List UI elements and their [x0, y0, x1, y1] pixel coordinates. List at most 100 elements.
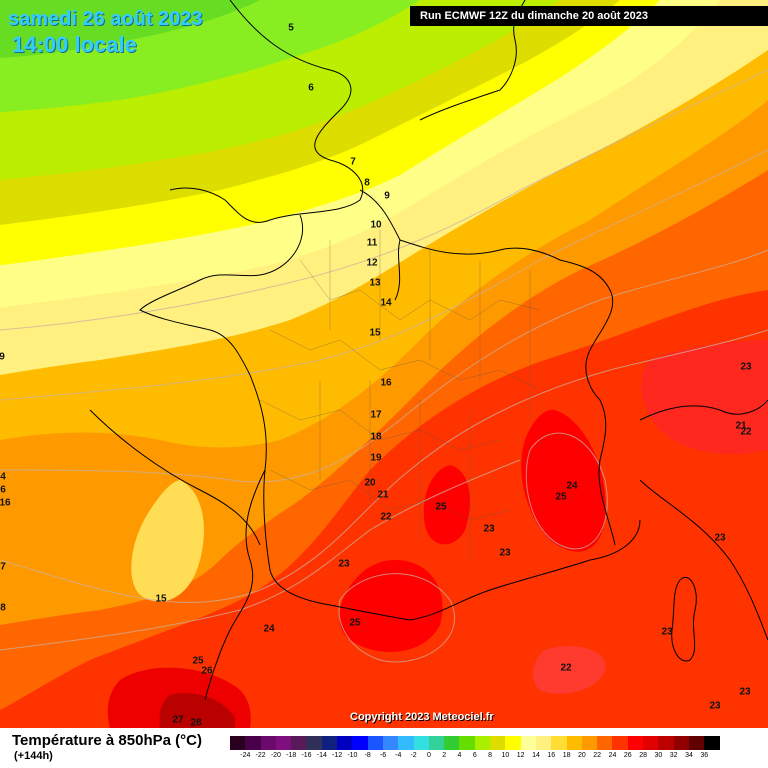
scale-swatch: [459, 736, 475, 750]
scale-tick: 14: [532, 752, 540, 759]
scale-tick: 4: [457, 752, 462, 759]
scale-swatch: [658, 736, 674, 750]
scale-swatch: [245, 736, 261, 750]
scale-tick: 20: [577, 752, 586, 759]
legend-bar: Température à 850hPa (°C) (+144h) -24 -22…: [0, 728, 768, 768]
isotherm-label: 22: [380, 511, 392, 523]
copyright-text: Copyright 2023 Meteociel.fr: [350, 711, 494, 723]
isotherm-label: 21: [735, 420, 747, 432]
scale-tick: 2: [442, 752, 447, 759]
isotherm-label: 25: [435, 501, 447, 513]
isotherm-label: 14: [380, 297, 392, 309]
temperature-map: [0, 0, 768, 728]
isotherm-label: 23: [739, 686, 751, 698]
scale-tick: -2: [410, 752, 417, 759]
isotherm-label: 25: [555, 491, 567, 503]
scale-tick: 18: [562, 752, 571, 759]
scale-tick: 6: [472, 752, 477, 759]
forecast-time: 14:00 locale: [12, 32, 137, 57]
isotherm-label: 9: [384, 190, 390, 202]
scale-swatch: [490, 736, 506, 750]
isotherm-label: 6: [0, 484, 6, 496]
scale-swatch: [612, 736, 628, 750]
scale-tick: 32: [669, 752, 678, 759]
scale-tick: -16: [301, 752, 312, 759]
scale-tick: 0: [426, 752, 431, 759]
scale-tick: 16: [547, 752, 556, 759]
map-svg: [0, 0, 768, 728]
scale-tick: 30: [654, 752, 663, 759]
isotherm-label: 23: [499, 547, 511, 559]
scale-tick: 12: [516, 752, 525, 759]
scale-tick: -20: [270, 752, 281, 759]
color-scale: [230, 736, 720, 750]
coastlines: [89, 0, 768, 701]
color-scale-ticks: -24 -22 -20 -18 -16 -14 -12 -10 -8 -6 -4 -2 0 2 4 6 8 10 1…: [230, 752, 708, 762]
scale-tick: 22: [593, 752, 602, 759]
isotherm-label: 7: [0, 561, 6, 573]
scale-swatch: [230, 736, 246, 750]
scale-tick: -8: [364, 752, 371, 759]
scale-swatch: [535, 736, 552, 750]
scale-swatch: [673, 736, 689, 750]
cool-pocket-med: [532, 646, 606, 694]
department-lines: [259, 230, 541, 560]
model-run-banner: Run ECMWF 12Z du dimanche 20 août 2023: [410, 6, 768, 26]
scale-tick: 34: [685, 752, 693, 759]
scale-tick: -24: [240, 752, 251, 759]
scale-tick: -14: [316, 752, 327, 759]
isotherm-label: 23: [714, 532, 726, 544]
scale-swatch: [260, 736, 276, 750]
isotherm-label: 16: [0, 497, 11, 509]
isotherm-label: 21: [377, 489, 389, 501]
scale-swatch: [352, 736, 368, 750]
scale-tick: 10: [501, 752, 510, 759]
isotherm-label: 5: [288, 22, 294, 34]
isotherm-label: 24: [263, 623, 275, 635]
scale-swatch: [367, 736, 383, 750]
scale-swatch: [643, 736, 659, 750]
scale-swatch: [581, 736, 598, 750]
forecast-date: samedi 26 août 2023: [8, 8, 203, 30]
isotherm-label: 22: [560, 662, 572, 674]
isotherm-label: 8: [0, 602, 6, 614]
isotherm-label: 22: [740, 426, 752, 438]
scale-tick: -6: [379, 752, 387, 759]
isotherm-label: 19: [370, 452, 382, 464]
isotherm-label: 10: [370, 219, 382, 231]
scale-swatch: [627, 736, 644, 750]
scale-tick: 24: [608, 752, 617, 759]
isotherm-label: 23: [483, 523, 495, 535]
isotherm-label: 11: [366, 237, 378, 249]
scale-swatch: [597, 736, 613, 750]
scale-swatch: [444, 736, 460, 750]
scale-swatch: [551, 736, 567, 750]
isotherm-label: 23: [661, 626, 673, 638]
scale-swatch: [382, 736, 399, 750]
warm-core-alps: [521, 409, 606, 552]
scale-swatch: [337, 736, 353, 750]
scale-tick: 26: [623, 752, 632, 759]
scale-swatch: [688, 736, 705, 750]
scale-swatch: [275, 736, 292, 750]
scale-swatch: [306, 736, 322, 750]
scale-swatch: [291, 736, 307, 750]
isotherm-label: 9: [0, 351, 5, 363]
isotherm-label: 4: [0, 471, 6, 483]
scale-swatch: [428, 736, 445, 750]
isotherm-label: 13: [369, 277, 381, 289]
isotherm-lines: [0, 69, 768, 663]
scale-tick: 8: [488, 752, 493, 759]
scale-tick: 28: [639, 752, 647, 759]
legend-title: Température à 850hPa (°C): [12, 732, 202, 749]
band-16-pocket: [131, 480, 204, 602]
scale-swatch: [566, 736, 582, 750]
scale-tick: -12: [332, 752, 343, 759]
isotherm-label: 15: [155, 593, 167, 605]
warm-core-pyrenees: [339, 560, 443, 652]
isotherm-label: 8: [364, 177, 370, 189]
isotherm-label: 6: [308, 82, 314, 94]
scale-tick: 36: [700, 752, 709, 759]
isotherm-label: 26: [201, 665, 213, 677]
isotherm-label: 7: [350, 156, 356, 168]
